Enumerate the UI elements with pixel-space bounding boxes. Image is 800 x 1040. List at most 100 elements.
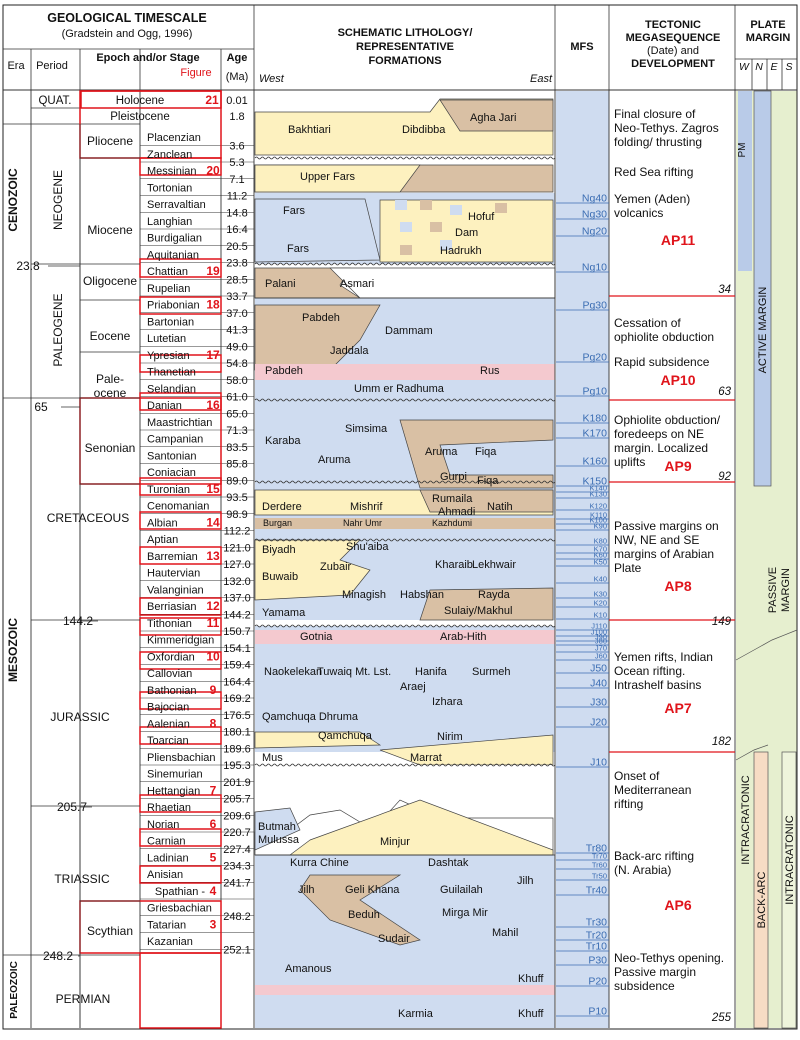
agha-jari-tan	[439, 99, 554, 132]
figure-box-8	[139, 511, 222, 530]
age-34: 176.5	[223, 710, 251, 722]
age-37: 195.3	[223, 760, 251, 772]
stage-31: Oxfordian	[147, 651, 195, 663]
formation-label-56: Butmah	[258, 821, 296, 833]
tectonic-note-21: margins of Arabian	[614, 547, 714, 561]
formation-label-53: Nirim	[437, 731, 463, 743]
age-46: 248.2	[223, 911, 251, 923]
stage-27: Valanginian	[147, 584, 204, 596]
tectonic-note-33: Back-arc rifting	[614, 849, 694, 863]
era-paleozoic: PALEOZOIC	[9, 961, 20, 1019]
formation-label-14: Pabdeh	[265, 365, 303, 377]
figure-num-10: 18	[206, 298, 220, 312]
age-31: 159.4	[223, 660, 251, 672]
tectonic-note-25: Yemen rifts, Indian	[614, 650, 713, 664]
formation-label-15: Rus	[480, 365, 500, 377]
formation-label-51: Qamchuqa Dhruma	[262, 711, 359, 723]
formation-label-23: Fiqa	[477, 475, 499, 487]
epoch-paleocene-1: Pale-	[96, 372, 124, 386]
tectonic-note-34: (N. Arabia)	[614, 863, 671, 877]
figure-box-11	[139, 617, 222, 636]
west-label: West	[259, 73, 285, 85]
stage-12: Lutetian	[147, 333, 186, 345]
age-12: 49.0	[226, 341, 247, 353]
mfs-label-8: K170	[582, 428, 607, 440]
age-32: 164.4	[223, 676, 251, 688]
formation-label-42: Sulaiy/Makhul	[444, 605, 512, 617]
boundary-age-0: 23.8	[16, 259, 40, 273]
formation-label-30: Nahr Umr	[343, 518, 382, 528]
unconformity-6	[254, 763, 556, 767]
hofuf-patch-7	[400, 245, 412, 255]
stage-30: Kimmeridgian	[147, 635, 214, 647]
formation-label-35: Buwaib	[262, 571, 298, 583]
formation-label-13: Jaddala	[330, 345, 369, 357]
age-19: 85.8	[226, 459, 247, 471]
figure-box-7	[139, 477, 222, 496]
figure-box-9	[139, 546, 222, 565]
age-44: 241.7	[223, 877, 251, 889]
tectonic-note-10: Rapid subsidence	[614, 355, 710, 369]
mfs-label-37: Tr70	[592, 852, 607, 861]
figure-num-25: 13	[206, 549, 220, 563]
lithology-blue-band-4	[255, 626, 555, 752]
stage-6: Burdigalian	[147, 233, 202, 245]
formation-label-68: Mahil	[492, 927, 518, 939]
tectonic-date-29: 182	[712, 736, 732, 748]
formation-label-61: Jilh	[298, 884, 315, 896]
tectonic-note-38: subsidence	[614, 979, 675, 993]
hofuf-patch-1	[420, 200, 432, 210]
stage-14: Thanetian	[147, 367, 196, 379]
figure-num-21: 15	[206, 482, 220, 496]
boundary-age-1: 65	[34, 400, 48, 414]
pm-band	[738, 91, 752, 271]
mfs-label-36: Tr80	[586, 843, 607, 855]
mfs-label-20: K50	[594, 558, 607, 567]
stage-26: Hautervian	[147, 568, 200, 580]
age-27: 137.0	[223, 593, 251, 605]
stage-24: Aptian	[147, 534, 178, 546]
unconformity-0	[254, 156, 556, 160]
minjur-yellow	[288, 799, 554, 856]
formation-label-8: Fars	[287, 243, 310, 255]
stage-20: Coniacian	[147, 467, 196, 479]
hofuf-patch-4	[400, 222, 412, 232]
stage-15: Selandian	[147, 383, 196, 395]
age-42: 227.4	[223, 844, 251, 856]
stage-47: Tatarian	[147, 919, 186, 931]
figure-box-13	[139, 691, 222, 710]
age-29: 150.7	[223, 626, 251, 638]
tectonic-note-9: ophiolite obduction	[614, 330, 714, 344]
formation-label-44: Arab-Hith	[440, 631, 486, 643]
hofuf-patch-3	[430, 222, 442, 232]
age-9: 33.7	[226, 291, 247, 303]
tectonic-note-22: Plate	[614, 561, 642, 575]
tectonic-note-20: NW, NE and SE	[614, 533, 699, 547]
stage-8: Chattian	[147, 266, 188, 278]
burgan-tan	[255, 518, 555, 529]
formation-label-49: Araej	[400, 681, 426, 693]
natih-tan	[419, 489, 554, 513]
stage-40: Rhaetian	[147, 802, 191, 814]
age-5: 16.4	[226, 224, 247, 236]
mfs-label-35: J10	[590, 757, 607, 769]
tectonic-note-4: Yemen (Aden)	[614, 192, 690, 206]
formation-label-64: Guilailah	[440, 884, 483, 896]
hofuf-patch-0	[395, 200, 407, 210]
age-2: 7.1	[229, 174, 244, 186]
age-23: 112.2	[224, 526, 251, 538]
age-7: 23.8	[226, 258, 247, 270]
age-22: 98.9	[226, 509, 247, 521]
plate-title-1: PLATE	[750, 19, 785, 31]
gurpi-tan	[399, 419, 554, 489]
period-neogene: NEOGENE	[51, 170, 65, 230]
stage-48: Kazanian	[147, 936, 193, 948]
age-13: 54.8	[226, 358, 247, 370]
stage-16: Danian	[147, 400, 182, 412]
mfs-label-41: Tr30	[586, 917, 607, 929]
formation-label-24: Derdere	[262, 501, 302, 513]
epoch-miocene: Miocene	[87, 223, 133, 237]
formation-label-37: Lekhwair	[472, 559, 516, 571]
pabdeh-tan	[254, 304, 381, 371]
